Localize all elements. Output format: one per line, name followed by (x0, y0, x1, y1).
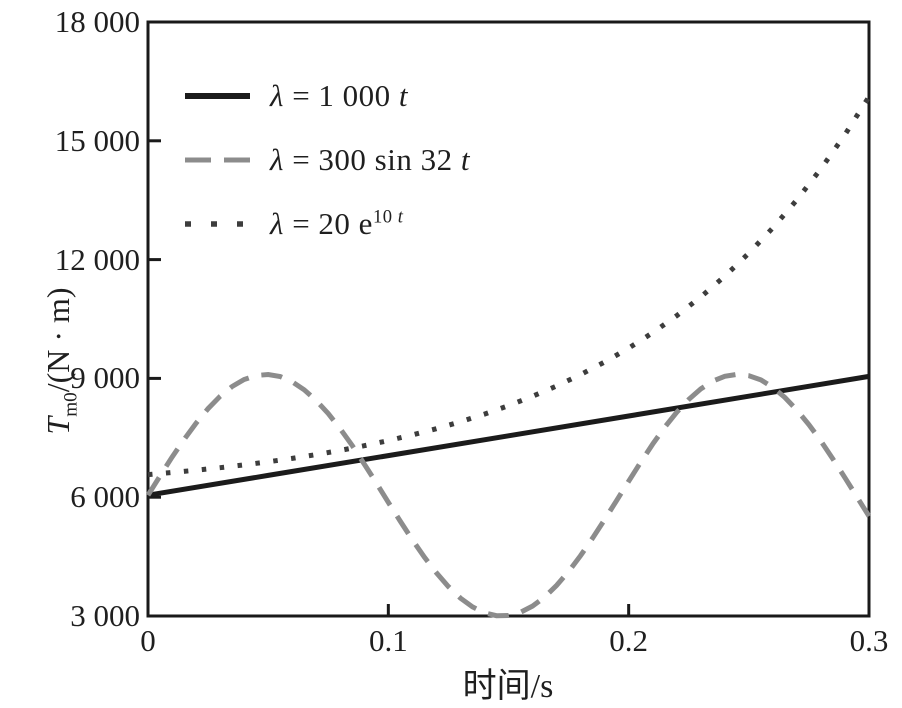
y-tick-label: 18 000 (54, 4, 140, 39)
legend-line-sample-dotted (185, 221, 243, 227)
lambda-symbol: λ (270, 142, 284, 177)
legend-item-linear: λ = 1 000 t (185, 76, 470, 116)
legend-label-linear: λ = 1 000 t (270, 78, 408, 114)
legend: λ = 1 000 t λ = 300 sin 32 t λ = 20 e10 … (185, 76, 470, 268)
legend-line-sample-solid (185, 93, 250, 99)
x-axis-title-text: 时间/s (462, 668, 554, 705)
legend-equation-text: = 300 sin 32 (283, 142, 461, 177)
x-tick-label: 0.3 (849, 623, 889, 658)
legend-equation-text: = 20 e (283, 206, 373, 241)
y-tick-label: 6 000 (70, 479, 140, 515)
torque-subscript: m0 (60, 392, 82, 417)
x-tick-label: 0 (140, 623, 156, 658)
legend-line-sample-dashed (185, 157, 250, 163)
y-tick-label: 12 000 (54, 241, 140, 277)
x-tick-label: 0.2 (609, 623, 649, 658)
x-axis-title: 时间/s (358, 658, 658, 707)
x-tick-label: 0.1 (368, 623, 408, 658)
legend-superscript: 10 t (372, 206, 404, 228)
legend-label-sine: λ = 300 sin 32 t (270, 142, 470, 178)
legend-label-exponential: λ = 20 e10 t (270, 206, 403, 242)
series-solid-curve (147, 373, 870, 498)
lambda-symbol: λ (270, 78, 284, 113)
t-variable: t (460, 142, 470, 177)
y-axis-units: /(N · m) (40, 287, 76, 393)
t-variable: t (398, 78, 409, 113)
y-axis-title: Tm0/(N · m) (37, 206, 82, 516)
legend-equation-text: = 1 000 (283, 78, 399, 113)
y-tick-label: 3 000 (70, 598, 140, 633)
y-tick-label: 9 000 (70, 360, 140, 396)
legend-item-sine: λ = 300 sin 32 t (185, 140, 470, 180)
series-dashed-curve (145, 371, 872, 619)
legend-item-exponential: λ = 20 e10 t (185, 204, 470, 244)
y-tick-label: 15 000 (54, 122, 140, 158)
lambda-symbol: λ (270, 206, 284, 241)
torque-symbol: T (40, 416, 76, 435)
